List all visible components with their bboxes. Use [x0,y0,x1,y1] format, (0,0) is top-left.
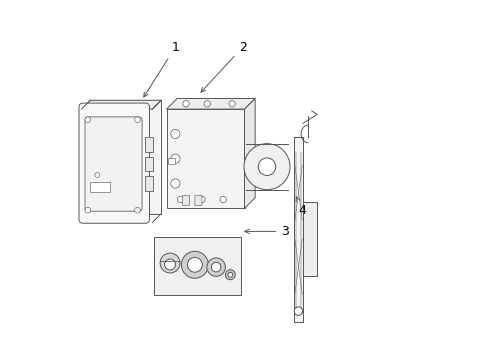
Polygon shape [81,100,161,109]
Circle shape [170,129,180,139]
Circle shape [228,100,235,107]
Circle shape [203,100,210,107]
Circle shape [244,144,289,190]
Circle shape [187,257,202,272]
Polygon shape [166,99,255,109]
Circle shape [85,207,90,213]
Circle shape [85,117,90,123]
Text: 3: 3 [244,225,288,238]
FancyBboxPatch shape [79,103,149,223]
Bar [166,109,244,208]
Circle shape [211,262,221,272]
Text: 2: 2 [201,41,246,92]
Circle shape [160,253,180,273]
Text: 1: 1 [143,41,179,97]
Circle shape [227,272,232,277]
Circle shape [220,196,226,203]
Circle shape [170,179,180,188]
Circle shape [134,117,140,123]
Circle shape [181,251,208,278]
Bar [168,158,175,164]
Circle shape [170,154,180,163]
Circle shape [294,307,302,315]
FancyBboxPatch shape [182,195,189,206]
Bar [145,157,153,171]
Polygon shape [244,99,255,208]
Circle shape [134,207,140,213]
FancyBboxPatch shape [195,195,202,206]
Circle shape [258,158,275,175]
Bar [145,138,153,152]
Text: 4: 4 [296,197,305,217]
Circle shape [177,196,183,203]
Circle shape [225,270,235,280]
Circle shape [164,259,175,270]
Bar [302,202,316,276]
Bar [145,176,153,191]
Bar [154,237,241,295]
Bar [90,182,110,192]
Circle shape [183,100,189,107]
Circle shape [95,172,100,177]
Circle shape [198,196,205,203]
Bar [293,138,302,322]
Bar [90,100,161,214]
FancyBboxPatch shape [85,117,142,211]
Circle shape [206,258,225,276]
